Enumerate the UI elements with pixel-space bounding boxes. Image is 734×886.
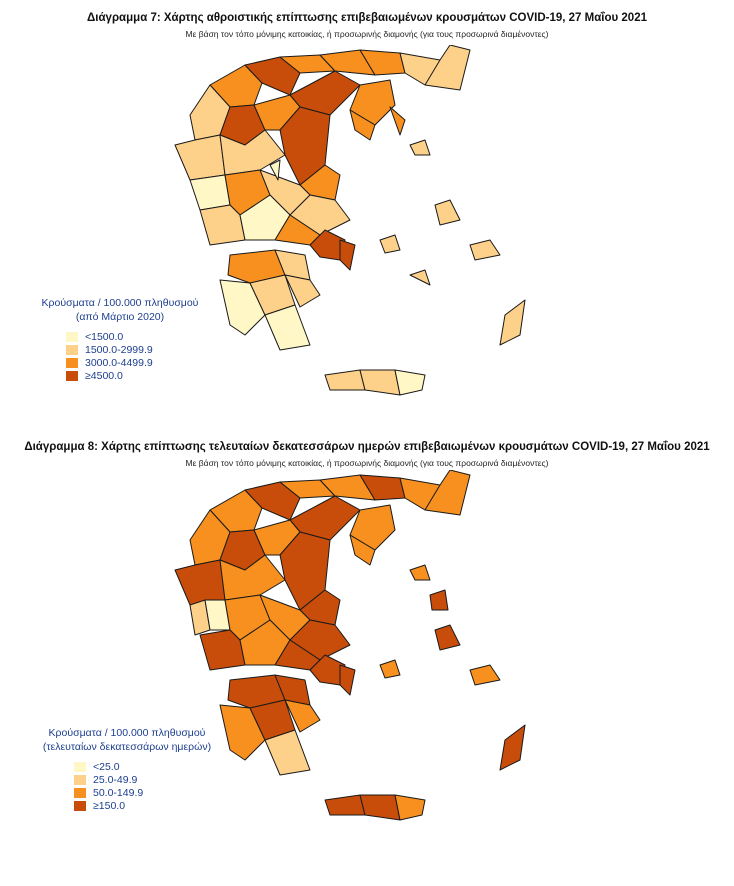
legend-item: 1500.0-2999.9 [66,343,210,356]
legend-swatch [66,370,78,381]
legend-swatch [66,344,78,355]
legend-item: 50.0-149.9 [74,786,232,799]
figure-8-title: Διάγραμμα 8: Χάρτης επίπτωσης τελευταίων… [24,441,710,453]
legend-subtitle: (τελευταίων δεκατεσσάρων ημερών) [42,741,212,753]
legend-subtitle: (από Μάρτιο 2020) [75,311,165,323]
legend-title: Κρούσματα / 100.000 πληθυσμού [48,727,206,739]
legend-swatch [74,761,86,772]
legend-swatch [74,787,86,798]
figure-8-choropleth-map [174,470,526,821]
legend-item: 25.0-49.9 [74,773,232,786]
figure-7-choropleth-map [174,45,526,396]
figure-8-subtitle: Με βάση τον τόπο μόνιμης κατοικίας, ή πρ… [185,458,549,468]
legend-swatch [66,357,78,368]
legend-item: <1500.0 [66,330,210,343]
figure-7-title: Διάγραμμα 7: Χάρτης αθροιστικής επίπτωση… [87,12,647,24]
legend-item: 3000.0-4499.9 [66,356,210,369]
legend-item: ≥150.0 [74,799,232,812]
legend-swatch [66,331,78,342]
legend-title: Κρούσματα / 100.000 πληθυσμού [41,297,199,309]
figure-8-legend: Κρούσματα / 100.000 πληθυσμού (τελευταίω… [22,726,232,812]
legend-swatch [74,774,86,785]
legend-item: ≥4500.0 [66,369,210,382]
figure-7-subtitle: Με βάση τον τόπο μόνιμης κατοικίας, ή πρ… [185,29,549,39]
legend-swatch [74,800,86,811]
legend-item: <25.0 [74,760,232,773]
figure-7-legend: Κρούσματα / 100.000 πληθυσμού (από Μάρτι… [30,296,210,382]
